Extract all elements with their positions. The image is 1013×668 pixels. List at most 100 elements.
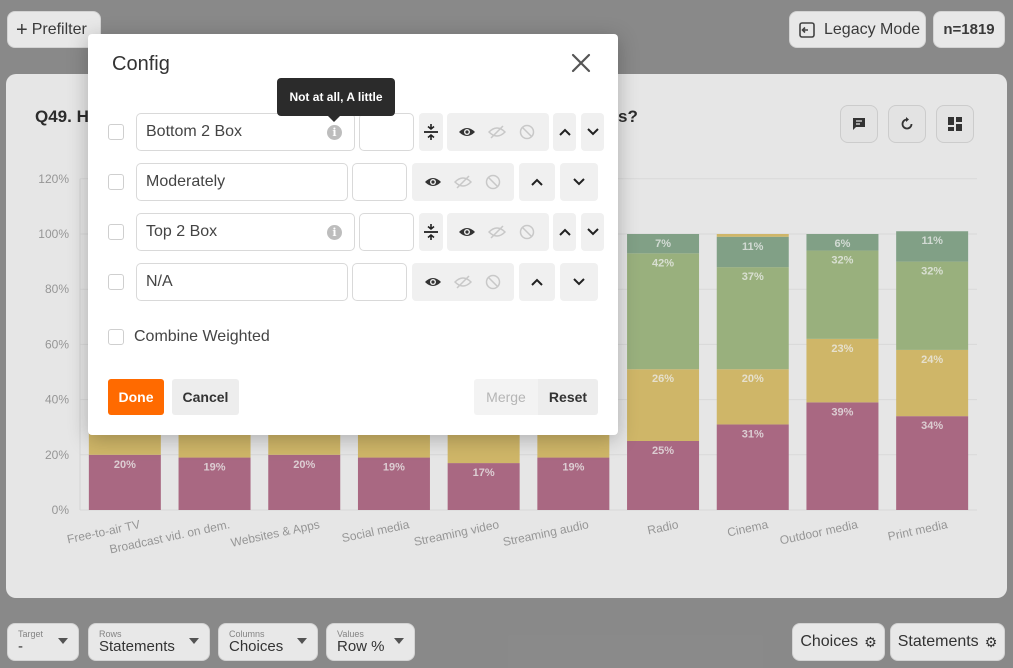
bar-segment [627, 369, 700, 441]
gear-icon: ⚙ [864, 633, 877, 650]
done-button[interactable]: Done [108, 379, 164, 415]
statements-button[interactable]: Statements ⚙ [890, 623, 1005, 661]
row-label-input[interactable]: Bottom 2 Box i [136, 113, 355, 151]
visibility-group [412, 263, 514, 301]
config-row: N/A [88, 263, 618, 301]
columns-select[interactable]: Columns Choices [218, 623, 318, 661]
bar-segment [357, 457, 430, 510]
info-icon[interactable]: i [327, 225, 342, 240]
question-title-end: s? [618, 107, 638, 126]
split-icon [424, 124, 438, 140]
exit-icon [799, 21, 815, 38]
info-icon[interactable]: i [327, 125, 342, 140]
bar-segment [537, 457, 610, 510]
bar-segment [178, 457, 251, 510]
split-icon [424, 224, 438, 240]
eye-off-icon[interactable] [454, 274, 472, 290]
y-tick-label: 120% [38, 172, 69, 186]
ban-icon[interactable] [484, 274, 502, 290]
choices-button-label: Choices [800, 633, 859, 650]
data-label: 32% [831, 255, 853, 267]
close-icon[interactable] [570, 52, 592, 74]
legacy-mode-button[interactable]: Legacy Mode [789, 11, 926, 48]
move-up-button[interactable] [519, 263, 555, 301]
eye-icon[interactable] [424, 274, 442, 290]
row-label-text: N/A [146, 273, 173, 290]
split-button[interactable] [419, 113, 443, 151]
bar-segment [268, 454, 341, 510]
choices-button[interactable]: Choices ⚙ [792, 623, 885, 661]
row-number-input[interactable] [359, 213, 414, 251]
merge-button[interactable]: Merge [474, 379, 538, 415]
chevron-up-icon [531, 178, 543, 186]
move-down-button[interactable] [560, 163, 598, 201]
eye-off-icon[interactable] [454, 174, 472, 190]
bar-segment [806, 250, 879, 339]
refresh-button[interactable] [888, 105, 926, 143]
row-number-input[interactable] [352, 263, 407, 301]
bar-segment [716, 267, 789, 370]
row-checkbox[interactable] [108, 174, 124, 190]
ban-icon[interactable] [518, 224, 536, 240]
top-bar: + Prefilter Legacy Mode n=1819 [0, 0, 1013, 60]
bar-segment [627, 234, 700, 254]
ban-icon[interactable] [484, 174, 502, 190]
bar-segment [716, 234, 789, 237]
y-tick-label: 80% [45, 282, 69, 296]
row-number-input[interactable] [359, 113, 414, 151]
eye-icon[interactable] [424, 174, 442, 190]
data-label: 7% [655, 238, 671, 250]
move-down-button[interactable] [560, 263, 598, 301]
data-label: 39% [831, 406, 853, 418]
refresh-icon [901, 117, 913, 130]
data-label: 11% [921, 235, 943, 247]
move-up-button[interactable] [553, 213, 576, 251]
comment-button[interactable] [840, 105, 878, 143]
chevron-down-icon [394, 638, 404, 644]
data-label: 20% [293, 459, 315, 471]
y-tick-label: 40% [45, 393, 69, 407]
data-label: 26% [652, 373, 674, 385]
gear-icon: ⚙ [984, 633, 998, 650]
move-up-button[interactable] [553, 113, 576, 151]
row-number-input[interactable] [352, 163, 407, 201]
layout-button[interactable] [936, 105, 974, 143]
chevron-down-icon [586, 128, 599, 136]
data-label: 25% [652, 445, 674, 457]
chevron-down-icon [586, 228, 599, 236]
combine-weighted-checkbox[interactable] [108, 329, 124, 345]
bar-segment [716, 424, 789, 510]
ban-icon[interactable] [518, 124, 536, 140]
combine-weighted-label: Combine Weighted [134, 328, 270, 345]
row-checkbox[interactable] [108, 274, 124, 290]
prefilter-button[interactable]: + Prefilter [7, 11, 101, 48]
row-checkbox[interactable] [108, 224, 124, 240]
rows-select-value: Statements [99, 638, 175, 655]
y-tick-label: 60% [45, 337, 69, 351]
bar-segment [896, 349, 969, 417]
sample-size-badge: n=1819 [933, 11, 1005, 48]
eye-icon[interactable] [458, 124, 476, 140]
bar-segment [896, 261, 969, 350]
move-down-button[interactable] [581, 113, 604, 151]
rows-select[interactable]: Rows Statements [88, 623, 210, 661]
bar-segment [716, 236, 789, 268]
split-button[interactable] [419, 213, 443, 251]
row-label-input[interactable]: N/A [136, 263, 348, 301]
eye-off-icon[interactable] [488, 224, 506, 240]
chevron-down-icon [297, 638, 307, 644]
comment-icon [853, 118, 865, 130]
row-label-input[interactable]: Top 2 Box i [136, 213, 355, 251]
columns-select-value: Choices [229, 638, 284, 655]
values-select[interactable]: Values Row % [326, 623, 415, 661]
eye-icon[interactable] [458, 224, 476, 240]
cancel-button[interactable]: Cancel [172, 379, 239, 415]
eye-off-icon[interactable] [488, 124, 506, 140]
chevron-down-icon [189, 638, 199, 644]
move-down-button[interactable] [581, 213, 604, 251]
move-up-button[interactable] [519, 163, 555, 201]
reset-button[interactable]: Reset [538, 379, 598, 415]
row-checkbox[interactable] [108, 124, 124, 140]
target-select[interactable]: Target - [7, 623, 79, 661]
row-label-input[interactable]: Moderately [136, 163, 348, 201]
